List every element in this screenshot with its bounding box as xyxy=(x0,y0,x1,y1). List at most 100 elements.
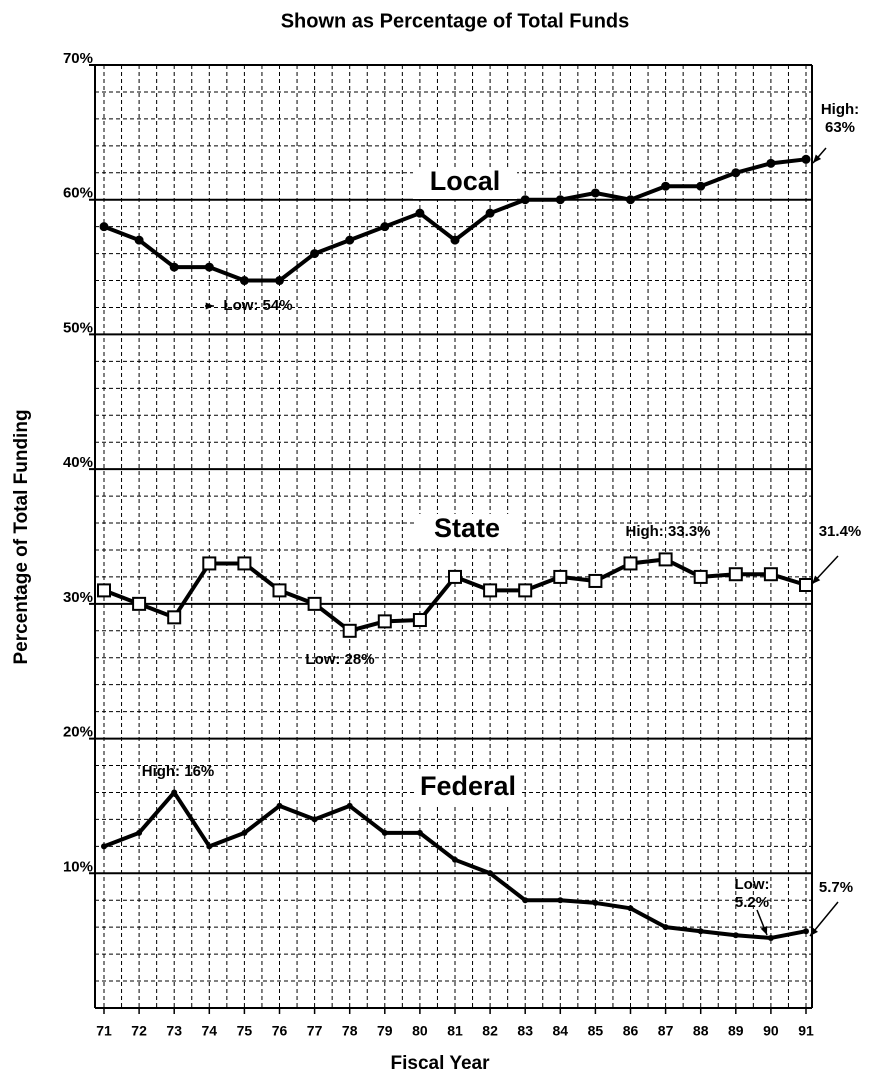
label-bg xyxy=(416,772,520,804)
annotation: High: 16% xyxy=(142,763,215,780)
data-point xyxy=(276,802,283,809)
data-point xyxy=(557,897,564,904)
data-point xyxy=(415,208,425,218)
y-tick-label: 70% xyxy=(63,50,93,67)
data-point xyxy=(696,181,706,191)
data-point xyxy=(346,802,353,809)
data-point xyxy=(169,262,179,272)
series-label: Local xyxy=(430,166,501,196)
data-point xyxy=(658,552,673,567)
data-point xyxy=(241,829,248,836)
data-point xyxy=(693,569,708,584)
data-point xyxy=(202,556,217,571)
annotation: Low: 28% xyxy=(305,651,374,668)
data-point xyxy=(412,613,427,628)
data-point xyxy=(136,829,143,836)
data-point xyxy=(626,195,635,205)
data-point xyxy=(520,195,530,205)
data-point xyxy=(553,569,568,584)
data-point xyxy=(380,222,390,232)
data-point xyxy=(311,816,318,823)
data-point xyxy=(101,843,107,850)
data-point xyxy=(799,577,813,592)
data-point xyxy=(767,934,774,941)
x-tick-label: 86 xyxy=(623,1023,639,1039)
x-tick-label: 91 xyxy=(798,1023,814,1039)
data-point xyxy=(416,829,423,836)
annotation: High: 63% xyxy=(821,101,859,136)
y-tick-label: 40% xyxy=(63,454,93,471)
data-point xyxy=(555,195,565,205)
arrow-head xyxy=(205,302,214,310)
data-point xyxy=(588,573,603,588)
data-point xyxy=(99,222,109,232)
x-tick-label: 75 xyxy=(237,1023,253,1039)
x-tick-label: 80 xyxy=(412,1023,428,1039)
x-tick-label: 76 xyxy=(272,1023,288,1039)
x-tick-label: 88 xyxy=(693,1023,709,1039)
annotation: Low: 5.2% xyxy=(735,876,770,911)
data-point xyxy=(448,569,462,584)
data-point xyxy=(763,567,778,582)
data-point xyxy=(728,567,743,582)
annotation: 31.4% xyxy=(819,523,862,540)
data-point xyxy=(206,843,213,850)
arrow-head xyxy=(812,575,821,584)
data-point xyxy=(381,829,388,836)
data-point xyxy=(204,262,214,272)
arrow-head xyxy=(813,154,822,163)
y-tick-label: 10% xyxy=(63,858,93,875)
data-point xyxy=(803,928,809,935)
x-tick-label: 78 xyxy=(342,1023,358,1039)
data-point xyxy=(132,596,147,611)
x-tick-label: 77 xyxy=(307,1023,323,1039)
x-tick-label: 73 xyxy=(166,1023,182,1039)
data-point xyxy=(485,208,495,218)
data-point xyxy=(450,235,460,245)
arrow-head xyxy=(760,926,768,935)
arrow-head xyxy=(810,927,818,936)
y-tick-label: 30% xyxy=(63,589,93,606)
annotation: 5.7% xyxy=(819,879,853,896)
data-point xyxy=(171,789,178,796)
x-tick-label: 90 xyxy=(763,1023,779,1039)
data-point xyxy=(342,623,357,638)
data-point xyxy=(518,583,533,598)
x-tick-label: 74 xyxy=(202,1023,218,1039)
y-tick-label: 50% xyxy=(63,319,93,336)
x-axis-label: Fiscal Year xyxy=(391,1053,491,1074)
data-point xyxy=(522,897,529,904)
annotation: High: 33.3% xyxy=(625,523,710,540)
series-label: Federal xyxy=(420,771,516,801)
x-tick-label: 85 xyxy=(588,1023,604,1039)
data-point xyxy=(483,583,498,598)
data-point xyxy=(307,596,322,611)
series-label: State xyxy=(434,513,500,543)
x-tick-label: 71 xyxy=(96,1023,112,1039)
data-point xyxy=(732,932,739,939)
y-tick-label: 20% xyxy=(63,724,93,741)
data-point xyxy=(661,181,671,191)
data-point xyxy=(623,556,638,571)
x-tick-label: 84 xyxy=(553,1023,569,1039)
data-point xyxy=(801,154,811,164)
data-point xyxy=(590,188,600,198)
data-point xyxy=(766,158,776,168)
x-tick-label: 87 xyxy=(658,1023,674,1039)
data-point xyxy=(134,235,144,245)
x-tick-label: 89 xyxy=(728,1023,744,1039)
x-tick-label: 81 xyxy=(447,1023,463,1039)
data-point xyxy=(377,614,392,629)
x-tick-label: 82 xyxy=(482,1023,498,1039)
x-tick-label: 79 xyxy=(377,1023,393,1039)
data-point xyxy=(272,583,287,598)
y-axis-label: Percentage of Total Funding xyxy=(11,409,32,664)
data-point xyxy=(487,870,494,877)
x-tick-label: 83 xyxy=(517,1023,533,1039)
data-point xyxy=(239,276,249,286)
data-point xyxy=(167,610,182,625)
label-bg xyxy=(415,514,519,546)
data-point xyxy=(697,928,704,935)
data-point xyxy=(452,856,458,863)
